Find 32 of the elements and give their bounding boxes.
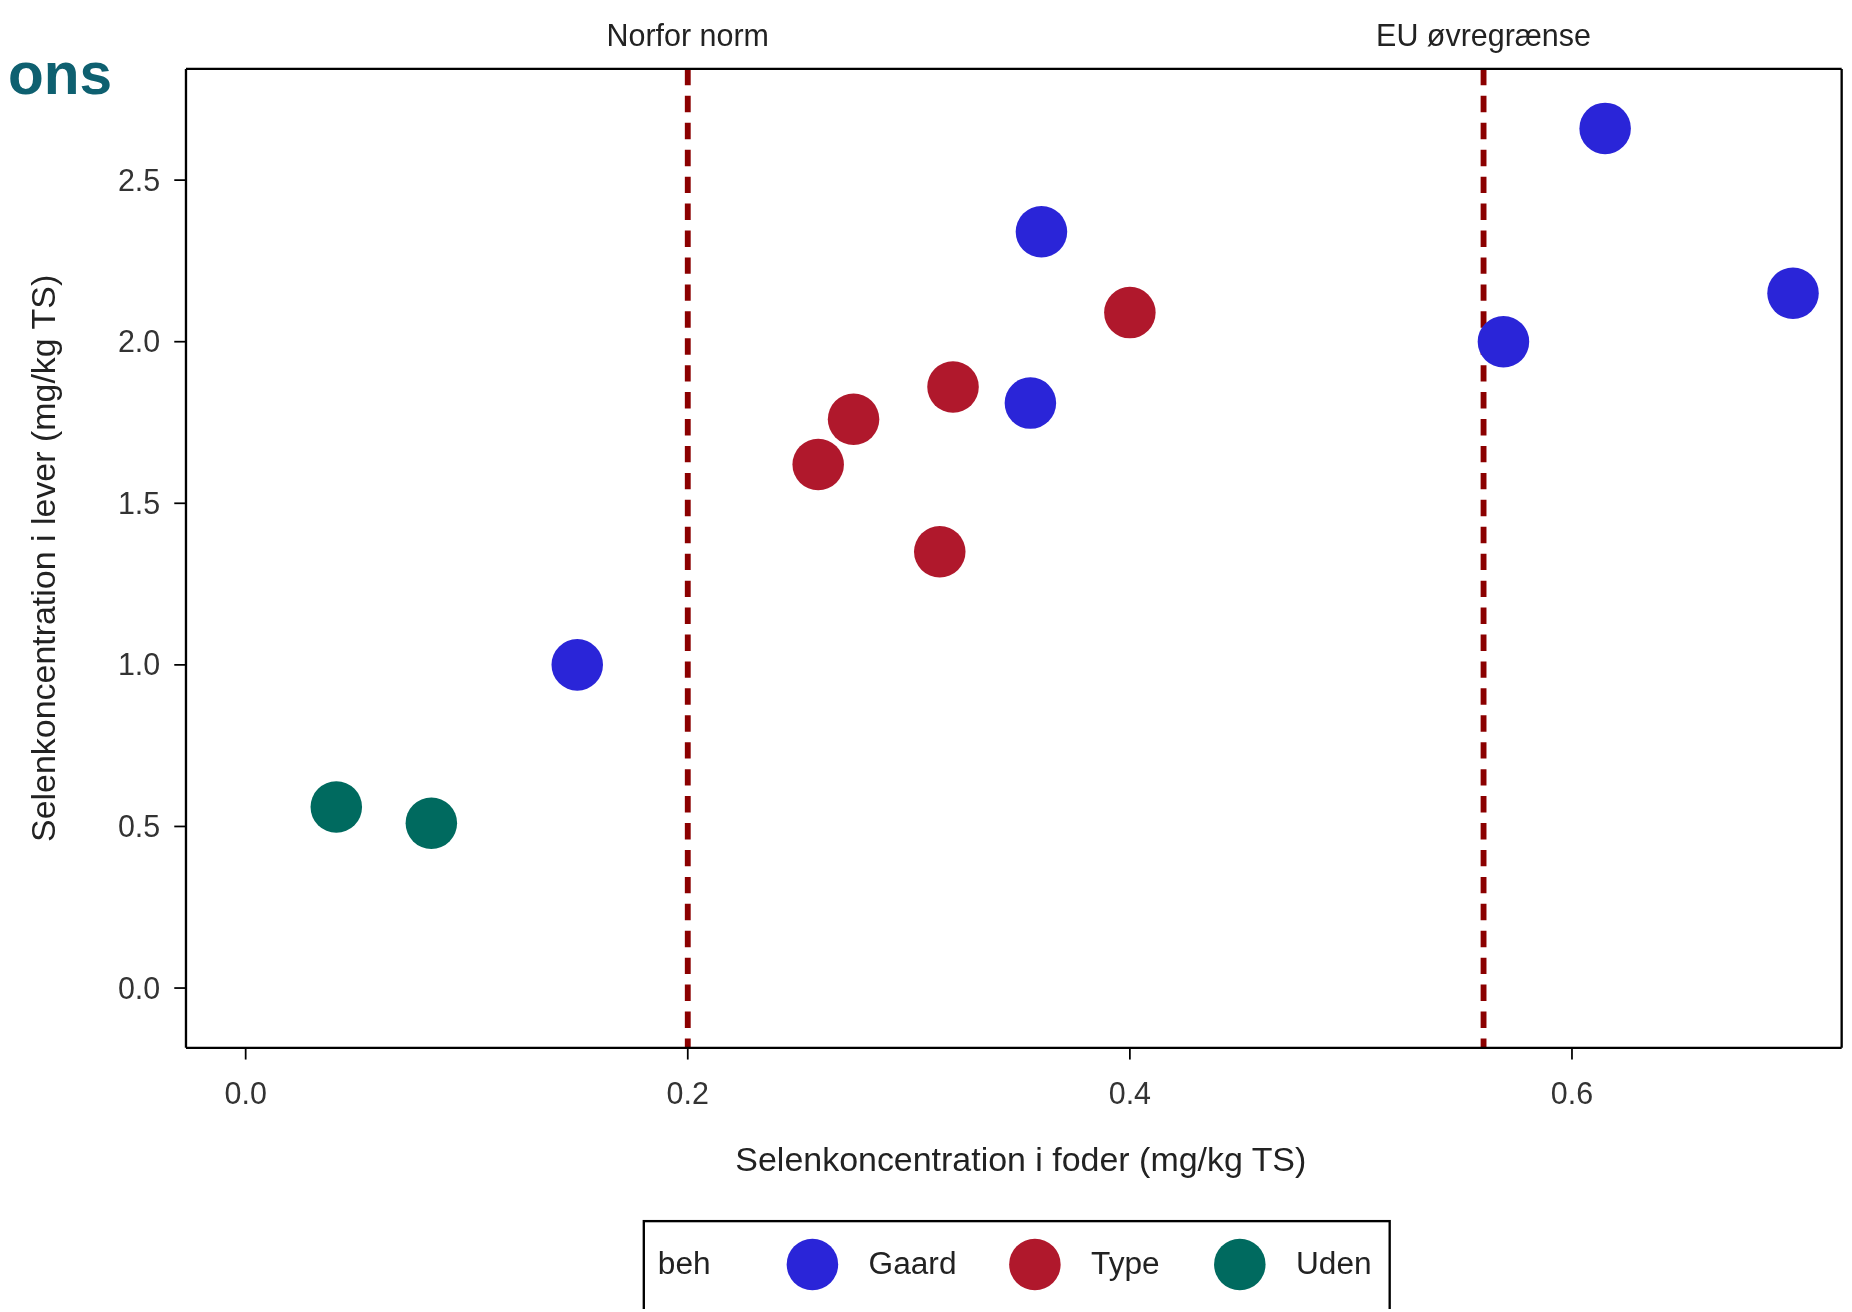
point [405, 797, 458, 849]
point [1579, 102, 1631, 155]
legend-label: Uden [1296, 1244, 1372, 1281]
y-tick-label: 2.0 [117, 324, 161, 359]
y-tick-label: 1.5 [117, 485, 161, 520]
y-axis-title: Selenkoncentration i lever (mg/kg TS) [23, 274, 62, 842]
y-tick-label: 0.5 [117, 809, 161, 843]
x-tick-label: 0.6 [1550, 1076, 1594, 1111]
point [310, 781, 363, 833]
y-tick-label: 0.0 [117, 970, 161, 1005]
chart-title: ons [8, 40, 113, 106]
y-tick-label: 2.5 [117, 162, 161, 197]
point [792, 438, 844, 491]
point [1015, 206, 1068, 258]
ref-line-label: Norfor norm [606, 17, 769, 52]
point [1004, 377, 1057, 429]
point [1477, 315, 1530, 368]
point [1104, 286, 1156, 339]
legend-title: beh [657, 1244, 711, 1281]
legend-label: Gaard [868, 1244, 957, 1281]
point [1767, 267, 1819, 319]
point [927, 361, 979, 413]
x-axis-title: Selenkoncentration i foder (mg/kg TS) [735, 1139, 1307, 1178]
point [914, 526, 966, 578]
ref-line-label: EU øvregrænse [1376, 17, 1591, 53]
point [551, 639, 603, 691]
legend-label: Type [1091, 1244, 1160, 1281]
x-tick-label: 0.4 [1108, 1076, 1152, 1111]
y-tick-label: 1.0 [117, 647, 161, 682]
x-tick-label: 0.0 [224, 1076, 267, 1111]
point [827, 393, 880, 446]
x-tick-label: 0.2 [666, 1076, 709, 1111]
